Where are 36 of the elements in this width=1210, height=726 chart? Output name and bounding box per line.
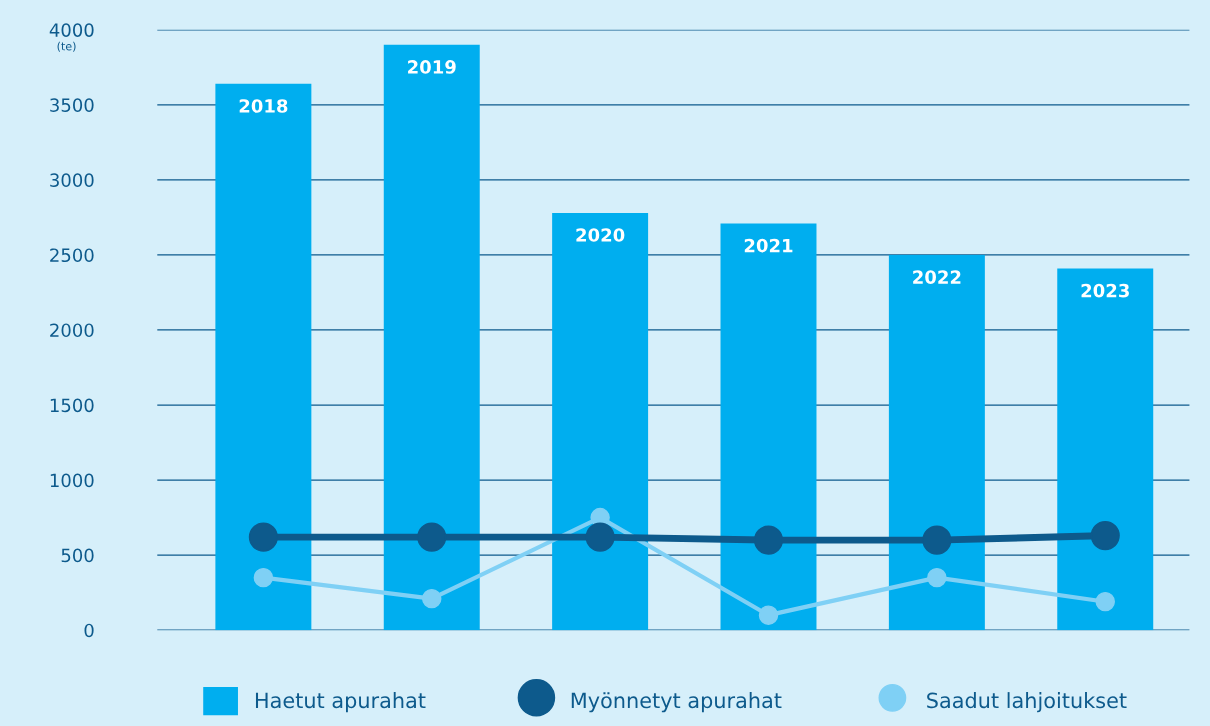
point	[922, 525, 952, 555]
point	[253, 567, 274, 588]
legend-label: Haetut apurahat	[255, 692, 426, 713]
x-tick-label: 2019	[408, 60, 456, 74]
y-tick-label: 1000	[50, 473, 94, 488]
y-tick-label: 2500	[50, 248, 94, 263]
legend-label: Saadut lahjoitukset	[927, 692, 1127, 713]
bar	[888, 254, 985, 631]
y-axis-title: (te)	[57, 41, 76, 52]
bar	[552, 212, 649, 631]
point	[758, 605, 779, 625]
y-tick-label: 4000	[49, 23, 94, 37]
point	[417, 522, 447, 552]
point	[422, 588, 442, 609]
legend-label: Myönnetyt apurahat	[571, 692, 782, 713]
point	[1095, 591, 1115, 612]
y-tick-label: 500	[61, 548, 94, 563]
point	[248, 522, 278, 552]
y-tick-label: 3000	[50, 173, 94, 187]
x-tick-label: 2018	[239, 99, 288, 113]
bar	[720, 223, 817, 631]
point	[753, 525, 784, 555]
y-tick-label: 3500	[50, 98, 94, 112]
point	[927, 567, 947, 588]
x-tick-label: 2022	[913, 270, 961, 284]
x-tick-label: 2020	[576, 228, 625, 242]
x-tick-label: 2021	[744, 238, 793, 253]
y-tick-label: 1500	[50, 398, 94, 413]
y-tick-label: 2000	[50, 323, 94, 338]
bar	[383, 44, 480, 631]
y-tick-label: 0	[84, 623, 94, 638]
bar	[1057, 268, 1154, 631]
point	[585, 522, 615, 552]
bar	[215, 83, 312, 631]
point	[1090, 521, 1120, 551]
x-tick-label: 2023	[1081, 283, 1129, 298]
